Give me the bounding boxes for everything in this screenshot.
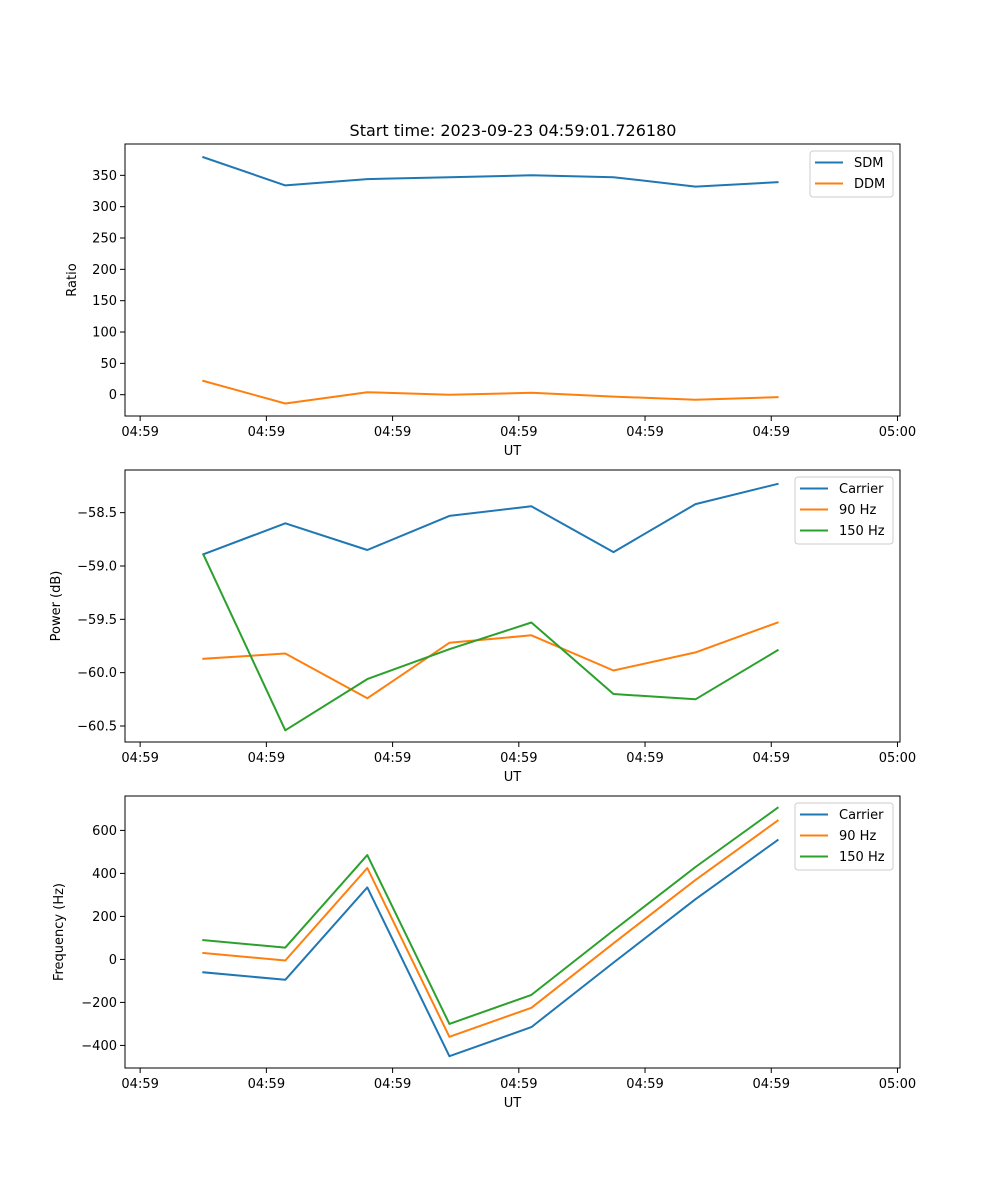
chart-panel-2: 04:59 04:59 04:59 04:59 04:59 04:59 05:00 −60.5… <box>49 469 916 785</box>
y-axis-label: Power (dB) <box>49 571 64 642</box>
y-tick-label: −60.0 <box>77 666 117 681</box>
x-tick-label: 04:59 <box>121 751 158 766</box>
legend-label: DDM <box>854 177 885 192</box>
series-line-90-hz <box>202 621 779 700</box>
legend-label: 90 Hz <box>839 829 876 844</box>
y-tick-label: 100 <box>92 326 117 341</box>
x-tick-label: 04:59 <box>753 1077 790 1092</box>
series-line-90-hz <box>202 819 779 1038</box>
series-line-carrier <box>202 838 779 1058</box>
series-line-150-hz <box>201 552 779 732</box>
y-tick-label: 0 <box>109 388 117 403</box>
legend-box <box>794 802 894 871</box>
x-axis-label: UT <box>504 770 522 785</box>
y-tick-label: 250 <box>92 232 117 247</box>
x-tick-label: 04:59 <box>500 425 537 440</box>
axes-frame <box>124 795 901 1069</box>
chart-panel-1: 04:59 04:59 04:59 04:59 04:59 04:59 05:00 0 50 10… <box>65 143 916 459</box>
x-tick-label: 04:59 <box>374 751 411 766</box>
series-line-carrier <box>202 482 779 556</box>
legend-box <box>794 476 894 545</box>
x-tick-label: 04:59 <box>500 751 537 766</box>
y-tick-label: 150 <box>92 294 117 309</box>
panels: 04:59 04:59 04:59 04:59 04:59 04:59 05:00 0 50 10… <box>49 143 916 1111</box>
y-tick-label: 600 <box>92 824 117 839</box>
legend-label: Carrier <box>839 482 884 497</box>
y-tick-label: 400 <box>92 867 117 882</box>
legend: Carrier 90 Hz 150 Hz <box>794 802 894 871</box>
axes-frame <box>124 143 901 417</box>
x-tick-label: 04:59 <box>121 425 158 440</box>
x-tick-label: 04:59 <box>248 751 285 766</box>
legend-label: 150 Hz <box>839 524 885 539</box>
y-axis-label: Frequency (Hz) <box>52 883 67 981</box>
y-tick-label: −59.5 <box>77 613 117 628</box>
y-tick-label: −60.5 <box>77 720 117 735</box>
legend-label: 150 Hz <box>839 850 885 865</box>
y-tick-label: 200 <box>92 263 117 278</box>
x-axis-label: UT <box>504 1096 522 1111</box>
x-tick-label: 04:59 <box>121 1077 158 1092</box>
x-tick-label: 04:59 <box>626 1077 663 1092</box>
x-tick-label: 04:59 <box>374 425 411 440</box>
series-line-150-hz <box>202 806 779 1025</box>
series-line-sdm <box>202 155 779 188</box>
y-tick-label: 350 <box>92 169 117 184</box>
y-tick-label: −200 <box>81 996 117 1011</box>
x-tick-label: 04:59 <box>248 425 285 440</box>
legend: SDM DDM <box>809 150 894 198</box>
x-tick-label: 05:00 <box>879 751 916 766</box>
x-tick-label: 04:59 <box>753 751 790 766</box>
y-tick-label: −59.0 <box>77 560 117 575</box>
y-tick-label: −58.5 <box>77 506 117 521</box>
legend-label: 90 Hz <box>839 503 876 518</box>
series-line-ddm <box>202 379 779 405</box>
x-tick-label: 04:59 <box>374 1077 411 1092</box>
legend-label: Carrier <box>839 808 884 823</box>
chart-panel-3: 04:59 04:59 04:59 04:59 04:59 04:59 05:00 −400 −… <box>52 795 916 1111</box>
x-tick-label: 04:59 <box>626 751 663 766</box>
x-tick-label: 04:59 <box>248 1077 285 1092</box>
axes-frame <box>124 469 901 743</box>
legend: Carrier 90 Hz 150 Hz <box>794 476 894 545</box>
y-tick-label: 0 <box>109 953 117 968</box>
x-axis-label: UT <box>504 444 522 459</box>
x-tick-label: 04:59 <box>500 1077 537 1092</box>
x-tick-label: 04:59 <box>753 425 790 440</box>
figure-title: Start time: 2023-09-23 04:59:01.726180 <box>350 121 677 140</box>
y-axis-label: Ratio <box>65 263 80 296</box>
y-tick-label: −400 <box>81 1039 117 1054</box>
x-tick-label: 04:59 <box>626 425 663 440</box>
legend-label: SDM <box>854 156 883 171</box>
y-tick-label: 200 <box>92 910 117 925</box>
x-tick-label: 05:00 <box>879 1077 916 1092</box>
x-tick-label: 05:00 <box>879 425 916 440</box>
y-tick-label: 300 <box>92 200 117 215</box>
y-tick-label: 50 <box>100 357 117 372</box>
